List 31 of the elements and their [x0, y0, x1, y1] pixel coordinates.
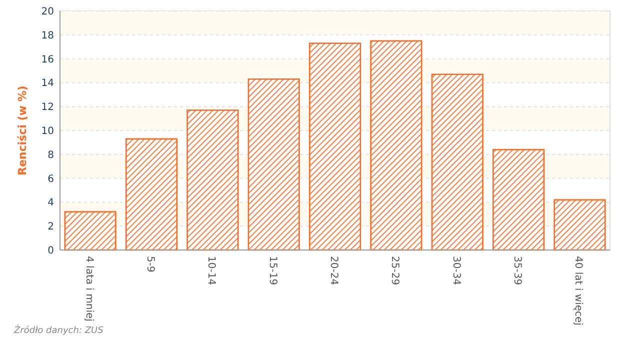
y-tick-label: 10	[41, 126, 54, 137]
y-axis-title: Renciści (w %)	[16, 86, 29, 176]
bar	[492, 148, 545, 251]
bar	[554, 199, 606, 251]
x-tick-label: 10-14	[206, 256, 217, 286]
y-tick-label: 8	[48, 150, 54, 161]
x-tick-label: 40 lat i więcej	[572, 256, 584, 326]
bar	[370, 40, 422, 251]
y-tick-label: 6	[48, 174, 54, 185]
y-tick-label: 2	[48, 222, 54, 233]
y-tick-label: 12	[41, 102, 54, 114]
bar	[248, 78, 300, 251]
bar	[125, 138, 178, 251]
x-tick-label: 5-9	[144, 256, 156, 272]
y-tick-label: 0	[48, 246, 54, 256]
bar	[431, 74, 484, 251]
bar	[308, 42, 362, 251]
bar	[64, 211, 116, 251]
y-tick-label: 14	[41, 78, 54, 90]
x-tick-label: 20-24	[328, 256, 339, 286]
text: Źródło danych: ZUS	[13, 324, 104, 336]
bar	[186, 110, 239, 251]
y-tick-label: 16	[41, 54, 54, 66]
x-tick-label: 15-19	[266, 256, 278, 286]
x-tick-label: 35-39	[512, 256, 523, 286]
x-tick-label: 25-29	[389, 256, 400, 286]
x-tick-label: 30-34	[450, 256, 462, 286]
y-tick-label: 4	[48, 198, 54, 209]
y-tick-label: 18	[41, 30, 54, 42]
y-tick-label: 20	[41, 6, 54, 18]
x-tick-label: 4 lata i mniej	[83, 256, 94, 322]
